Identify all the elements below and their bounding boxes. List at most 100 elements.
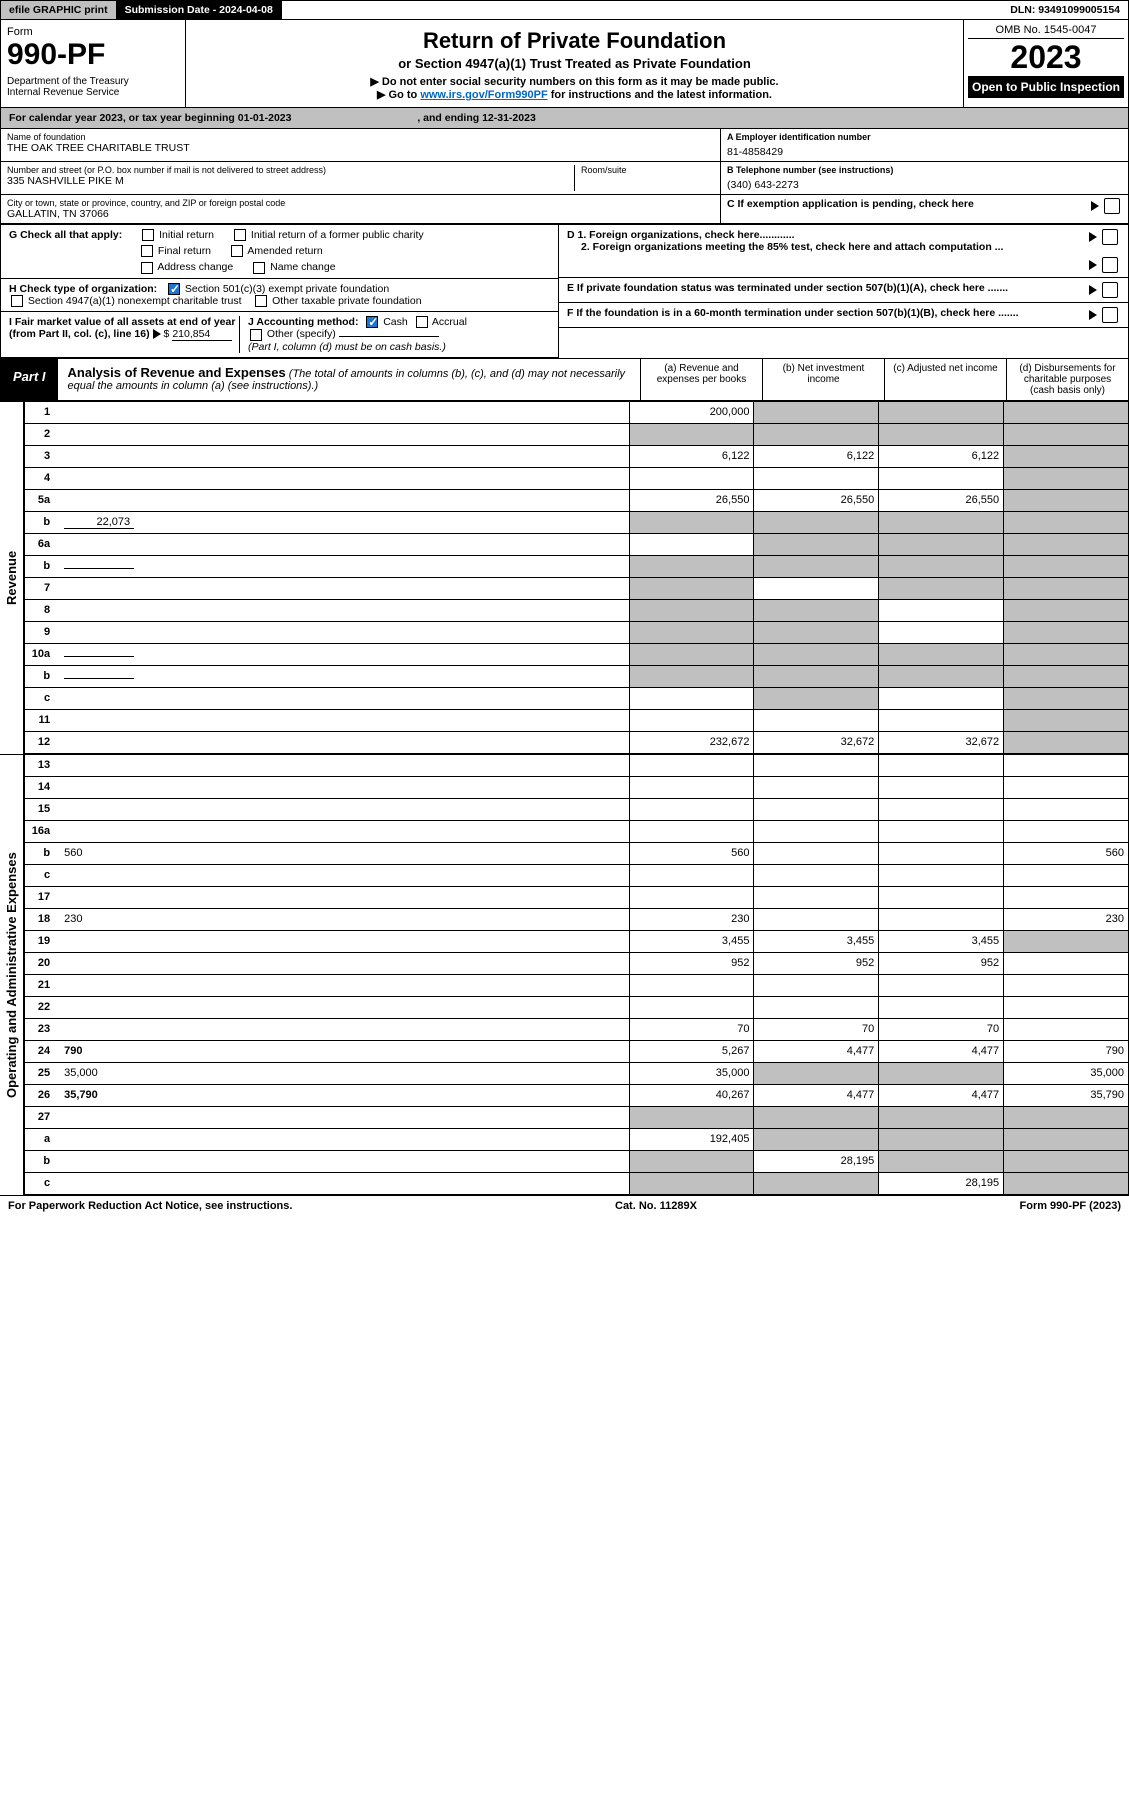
row-val xyxy=(1004,930,1129,952)
table-row: 2 xyxy=(25,423,1129,445)
form-header: Form 990-PF Department of the Treasury I… xyxy=(0,20,1129,108)
h2: Section 4947(a)(1) nonexempt charitable … xyxy=(28,295,242,307)
f-check[interactable] xyxy=(1102,307,1118,323)
row-num: c xyxy=(25,687,59,709)
row-val xyxy=(1004,886,1129,908)
row-num: 7 xyxy=(25,577,59,599)
footer: For Paperwork Reduction Act Notice, see … xyxy=(0,1195,1129,1216)
row-val xyxy=(754,511,879,533)
table-row: b560560560 xyxy=(25,842,1129,864)
table-row: 14 xyxy=(25,776,1129,798)
side-revenue: Revenue xyxy=(0,401,24,754)
part-title: Analysis of Revenue and Expenses xyxy=(68,365,286,380)
table-row: 193,4553,4553,455 xyxy=(25,930,1129,952)
phone: (340) 643-2273 xyxy=(727,179,1122,191)
room-label: Room/suite xyxy=(581,165,714,175)
row-desc xyxy=(58,886,629,908)
row-num: 23 xyxy=(25,1018,59,1040)
row-num: a xyxy=(25,1128,59,1150)
efile-btn[interactable]: efile GRAPHIC print xyxy=(1,1,117,19)
g-label: G Check all that apply: xyxy=(9,229,122,241)
table-row: 4 xyxy=(25,467,1129,489)
g5-check[interactable] xyxy=(141,262,153,274)
row-val: 6,122 xyxy=(629,445,754,467)
row-num: 2 xyxy=(25,423,59,445)
table-row: b xyxy=(25,665,1129,687)
h1-check[interactable] xyxy=(168,283,180,295)
j-accrual[interactable] xyxy=(416,316,428,328)
d1-check[interactable] xyxy=(1102,229,1118,245)
address: 335 NASHVILLE PIKE M xyxy=(7,175,574,187)
row-num: 5a xyxy=(25,489,59,511)
j-note: (Part I, column (d) must be on cash basi… xyxy=(248,341,446,353)
row-val xyxy=(754,820,879,842)
instr-link[interactable]: www.irs.gov/Form990PF xyxy=(420,89,547,101)
h3: Other taxable private foundation xyxy=(272,295,421,307)
table-row: 27 xyxy=(25,1106,1129,1128)
row-val xyxy=(879,974,1004,996)
row-val xyxy=(629,621,754,643)
row-desc xyxy=(58,776,629,798)
row-val xyxy=(879,908,1004,930)
main-table: Revenue 1200,000236,1226,1226,12245a26,5… xyxy=(0,401,1129,754)
arrow-icon xyxy=(1089,232,1097,242)
g4-check[interactable] xyxy=(231,245,243,257)
row-val xyxy=(879,533,1004,555)
row-val xyxy=(754,687,879,709)
row-num: 16a xyxy=(25,820,59,842)
table-row: b xyxy=(25,555,1129,577)
options-row: G Check all that apply: Initial return I… xyxy=(0,225,1129,358)
i-val: 210,854 xyxy=(172,328,232,341)
row-val: 200,000 xyxy=(629,401,754,423)
col-d: (d) Disbursements for charitable purpose… xyxy=(1006,359,1128,400)
j-label: J Accounting method: xyxy=(248,316,358,328)
d2-check[interactable] xyxy=(1102,257,1118,273)
row-val: 70 xyxy=(879,1018,1004,1040)
opex-table: 13141516ab560560560c1718230230230193,455… xyxy=(24,754,1129,1195)
row-val xyxy=(879,842,1004,864)
row-val xyxy=(1004,643,1129,665)
row-num: 20 xyxy=(25,952,59,974)
g1-check[interactable] xyxy=(142,229,154,241)
row-val xyxy=(879,1150,1004,1172)
j-cash[interactable] xyxy=(366,316,378,328)
j-other[interactable] xyxy=(250,329,262,341)
g2-check[interactable] xyxy=(234,229,246,241)
row-desc xyxy=(58,467,629,489)
row-val xyxy=(629,886,754,908)
footer-right: Form 990-PF (2023) xyxy=(1020,1200,1121,1212)
row-num: 17 xyxy=(25,886,59,908)
part-tag: Part I xyxy=(1,359,58,400)
row-val: 6,122 xyxy=(879,445,1004,467)
row-val xyxy=(1004,423,1129,445)
row-val xyxy=(1004,996,1129,1018)
e-check[interactable] xyxy=(1102,282,1118,298)
g3-check[interactable] xyxy=(141,245,153,257)
g6-check[interactable] xyxy=(253,262,265,274)
row-num: 9 xyxy=(25,621,59,643)
table-row: c xyxy=(25,687,1129,709)
g2: Initial return of a former public charit… xyxy=(251,229,424,241)
form-word: Form xyxy=(7,26,179,38)
row-val xyxy=(879,401,1004,423)
row-val: 28,195 xyxy=(879,1172,1004,1194)
row-val xyxy=(879,621,1004,643)
row-val xyxy=(629,511,754,533)
h2-check[interactable] xyxy=(11,295,23,307)
row-val: 192,405 xyxy=(629,1128,754,1150)
row-val xyxy=(1004,1018,1129,1040)
c-checkbox[interactable] xyxy=(1104,198,1120,214)
arrow-icon xyxy=(1089,285,1097,295)
row-num: 26 xyxy=(25,1084,59,1106)
row-val: 560 xyxy=(629,842,754,864)
h3-check[interactable] xyxy=(255,295,267,307)
ein-label: A Employer identification number xyxy=(727,132,1122,142)
row-desc xyxy=(58,577,629,599)
row-val: 35,790 xyxy=(1004,1084,1129,1106)
row-desc xyxy=(58,974,629,996)
row-val xyxy=(754,665,879,687)
table-row: 12232,67232,67232,672 xyxy=(25,731,1129,753)
row-val xyxy=(754,908,879,930)
row-val xyxy=(879,996,1004,1018)
row-val xyxy=(629,864,754,886)
